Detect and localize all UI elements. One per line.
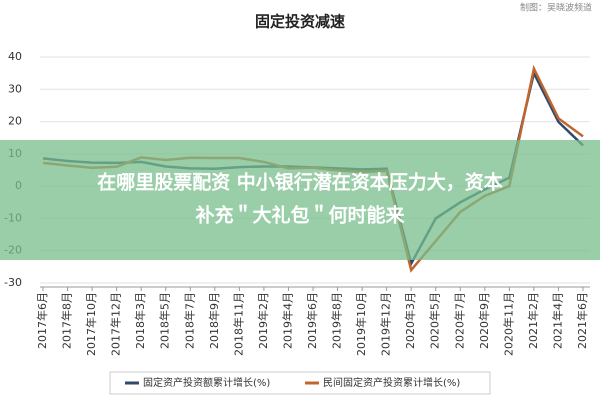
x-tick-label: 2019年4月: [280, 292, 294, 349]
x-tick-label: 2021年2月: [526, 292, 540, 349]
legend-label: 固定资产投资额累计增长(%): [143, 376, 270, 389]
y-tick-label: 20: [8, 115, 22, 128]
x-tick-label: 2019年6月: [305, 292, 319, 349]
x-tick-label: 2018年11月: [231, 292, 245, 356]
overlay-banner: [0, 140, 600, 260]
legend-box: [109, 371, 491, 395]
y-tick-label: 40: [8, 50, 22, 63]
x-tick-label: 2019年12月: [379, 292, 393, 356]
x-tick-label: 2017年8月: [60, 292, 74, 349]
legend-label: 民间固定资产投资累计增长(%): [323, 376, 460, 389]
x-tick-label: 2020年3月: [403, 292, 417, 349]
chart-title: 固定投资减速: [255, 13, 345, 31]
source: 制图：吴晓波频道: [520, 2, 592, 14]
overlay-text: 补充＂大礼包＂何时能来: [195, 204, 404, 227]
x-tick-label: 2020年11月: [501, 292, 515, 356]
x-tick-label: 2020年7月: [452, 292, 466, 349]
x-tick-label: 2020年9月: [477, 292, 491, 349]
x-tick-label: 2017年6月: [35, 292, 49, 349]
x-tick-label: 2020年5月: [428, 292, 442, 349]
x-tick-label: 2019年2月: [256, 292, 270, 349]
x-tick-label: 2018年3月: [133, 292, 147, 349]
x-tick-label: 2017年10月: [84, 292, 98, 356]
x-tick-label: 2021年6月: [575, 292, 589, 349]
x-tick-label: 2019年8月: [330, 292, 344, 349]
x-tick-label: 2021年4月: [550, 292, 564, 349]
y-tick-label: 30: [8, 82, 22, 95]
y-tick-label: -30: [4, 276, 22, 289]
x-tick-label: 2019年10月: [354, 292, 368, 356]
x-tick-label: 2018年5月: [158, 292, 172, 349]
overlay-text: 在哪里股票配资 中小银行潜在资本压力大，资本: [97, 171, 503, 194]
x-tick-label: 2017年12月: [109, 292, 123, 356]
x-tick-label: 2018年9月: [207, 292, 221, 349]
x-tick-label: 2018年7月: [182, 292, 196, 349]
